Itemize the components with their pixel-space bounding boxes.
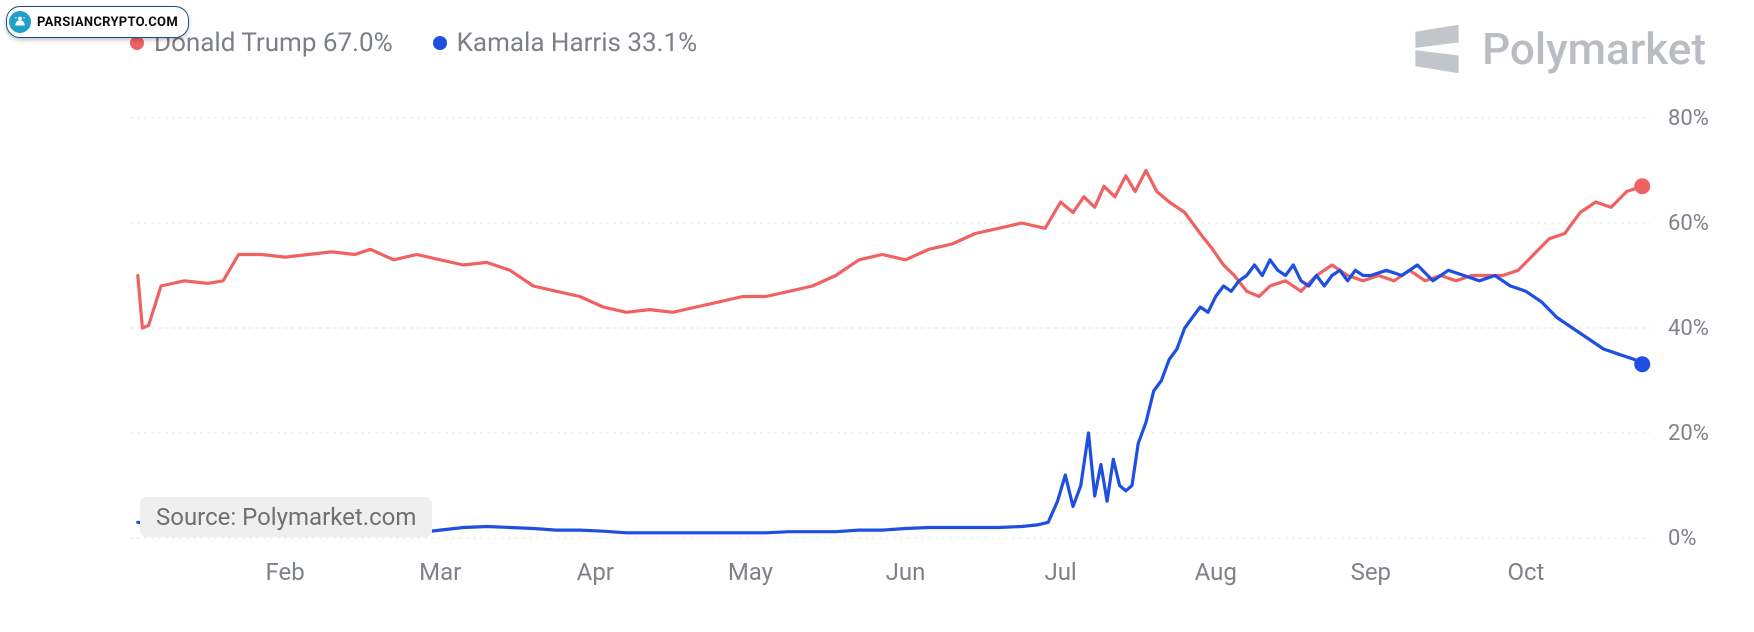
x-tick-label: Aug [1195,558,1237,586]
x-tick-label: Sep [1351,558,1391,586]
brand-text: Polymarket [1482,23,1706,75]
y-tick-label: 60% [1668,211,1709,236]
legend-item-harris: Kamala Harris 33.1% [433,28,698,58]
chart-legend: Donald Trump 67.0% Kamala Harris 33.1% [130,28,697,58]
x-tick-label: Oct [1507,558,1544,586]
x-tick-label: Mar [419,558,461,586]
chart-container: 0% 20% 40% 60% 80% Feb Mar Apr May Jun Jul Aug Sep Oc… [0,0,1754,632]
watermark-badge: PARSIANCRYPTO.COM [6,6,189,38]
series-trump [138,171,1642,329]
y-tick-label: 0% [1668,526,1696,551]
x-tick-label: Jun [886,558,926,586]
watermark-icon [9,11,31,33]
watermark-text: PARSIANCRYPTO.COM [37,15,178,30]
series-end-marker-trump [1634,178,1650,194]
source-label: Source: Polymarket.com [140,497,432,537]
x-tick-label: Jul [1044,558,1076,586]
legend-dot-harris [433,36,447,50]
legend-dot-trump [130,36,144,50]
y-tick-label: 80% [1668,106,1709,131]
x-tick-label: Feb [265,558,304,586]
line-chart: 0% 20% 40% 60% 80% Feb Mar Apr May Jun Jul Aug Sep Oc… [0,0,1754,632]
legend-label-trump: Donald Trump 67.0% [154,28,393,58]
polymarket-logo-icon [1410,22,1464,76]
x-tick-label: Apr [577,558,614,586]
x-tick-label: May [728,558,774,586]
y-tick-label: 40% [1668,316,1709,341]
legend-label-harris: Kamala Harris 33.1% [457,28,698,58]
series-harris [138,260,1642,533]
y-tick-label: 20% [1668,421,1709,446]
series-end-marker-harris [1634,356,1650,372]
brand: Polymarket [1410,22,1706,76]
